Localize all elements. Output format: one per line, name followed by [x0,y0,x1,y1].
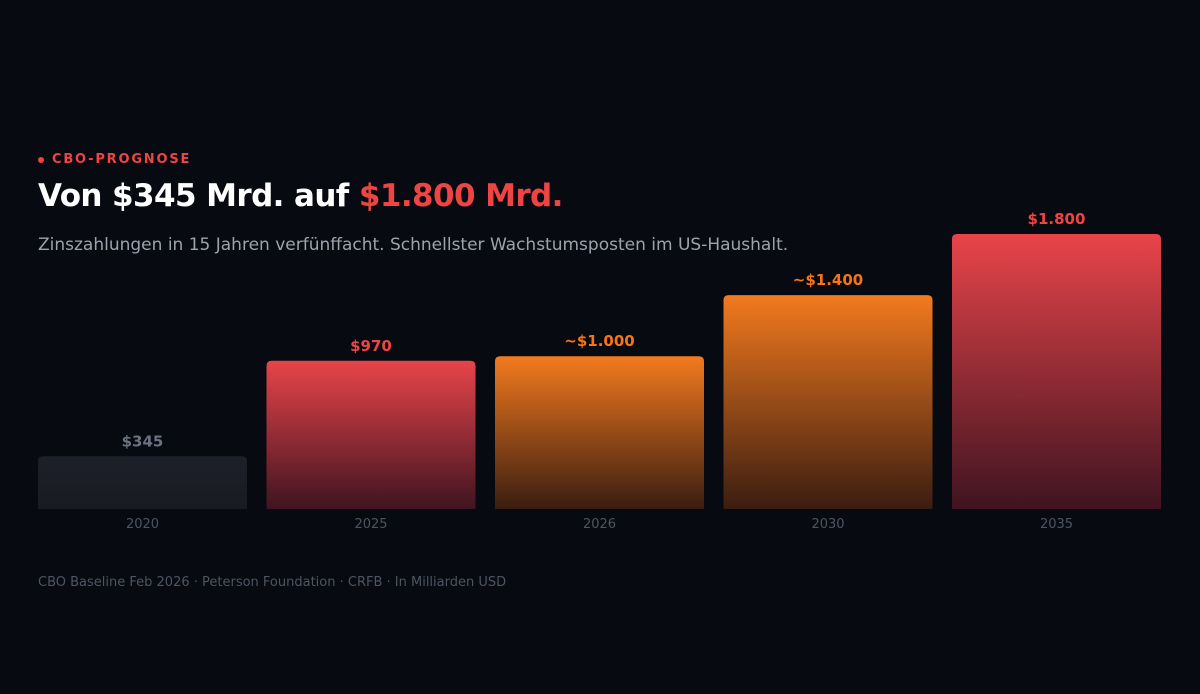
title-part1: Von $345 Mrd. auf [38,178,359,214]
bar-2035 [952,234,1161,509]
bar-2026 [495,356,704,509]
kicker-label: CBO-PROGNOSE [52,152,192,167]
x-tick-label-2025: 2025 [354,517,387,532]
value-label-2025: $970 [350,337,392,355]
subtitle: Zinszahlungen in 15 Jahren verfünffacht.… [38,235,789,255]
bar-2025 [266,360,476,509]
value-label-2030: ~$1.400 [793,271,863,289]
value-label-2020: $345 [122,432,164,450]
bar-2020 [38,456,247,509]
title-accent: $1.800 Mrd. [358,178,564,214]
source-note: CBO Baseline Feb 2026 · Peterson Foundat… [38,575,507,590]
x-tick-label-2035: 2035 [1040,517,1073,532]
x-tick-label-2026: 2026 [583,517,616,532]
value-label-2035: $1.800 [1028,210,1086,228]
bars-group: $345 2020 $970 2025 ~$1.000 2026 ~$1.400 2030 $1… [38,210,1161,532]
value-label-2026: ~$1.000 [564,332,634,350]
x-tick-label-2020: 2020 [126,517,159,532]
x-tick-label-2030: 2030 [811,517,844,532]
bar-2030 [723,295,933,509]
page-title: Von $345 Mrd. auf $1.800 Mrd. [38,178,563,214]
kicker-dot-icon [38,156,44,163]
kicker: CBO-PROGNOSE [38,152,191,167]
